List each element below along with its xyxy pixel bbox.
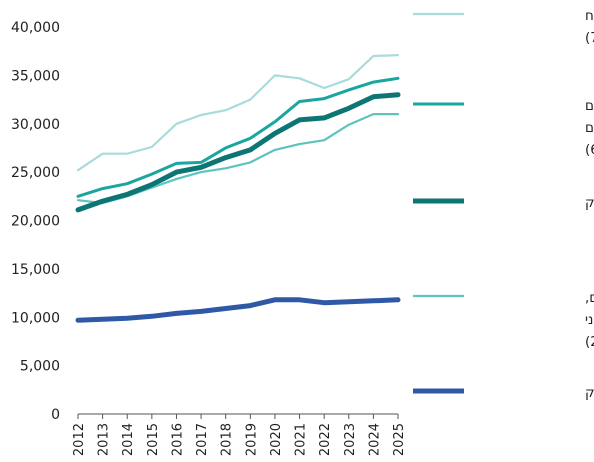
x-tick-label: 2020 — [269, 423, 284, 456]
x-tick-label: 2018 — [220, 423, 235, 456]
y-tick-label: 25,000 — [11, 165, 60, 181]
x-tick-label: 2013 — [97, 423, 112, 456]
y-tick-label: 5,000 — [20, 359, 60, 375]
series-line-3 — [76, 112, 400, 205]
y-axis: 0 5,000 10,000 15,000 20,000 25,000 30,000 35,0… — [11, 20, 60, 423]
series-line-1 — [76, 76, 400, 198]
x-tick-label: 2024 — [367, 423, 382, 456]
x-tick-label: 2012 — [72, 423, 87, 456]
legend-label-2: סך הכול בהיי-טק — [585, 195, 594, 211]
legend-label-0: (72) — [585, 30, 594, 46]
y-tick-label: 20,000 — [11, 214, 60, 230]
legend-label-3: מכשור אלקטרוני — [585, 312, 594, 328]
x-tick-label: 2023 — [343, 423, 358, 456]
legend-label-1: תכנות וייעוץ בתחום — [585, 98, 594, 114]
series-line-2 — [75, 92, 401, 213]
x-tick-label: 2016 — [170, 423, 185, 456]
series-line-0 — [76, 53, 400, 172]
x-tick-label: 2022 — [318, 423, 333, 456]
legend-label-3: ואופטי (26) — [585, 334, 594, 350]
y-tick-label: 30,000 — [11, 117, 60, 133]
y-tick-label: 40,000 — [11, 20, 60, 36]
x-axis: 2012 2013 2014 2015 2016 2017 2018 2019 2020 2021… — [72, 413, 407, 456]
y-tick-label: 35,000 — [11, 68, 60, 84]
series-line-4 — [75, 297, 401, 323]
legend-label-1: המחשבים ושירותים — [585, 120, 594, 136]
x-tick-label: 2014 — [121, 423, 136, 456]
x-tick-label: 2017 — [195, 423, 210, 456]
legend-label-0: מחקר מדעי ופיתוח — [585, 8, 594, 24]
legend: מחקר מדעי ופיתוח (72) תכנות וייעוץ בתחום המ… — [413, 8, 594, 401]
legend-label-4: שאר ענפי המשק — [585, 385, 594, 401]
y-tick-label: 0 — [51, 407, 60, 423]
y-tick-label: 15,000 — [11, 262, 60, 278]
y-tick-label: 10,000 — [11, 310, 60, 326]
x-tick-label: 2025 — [392, 423, 407, 456]
legend-label-3: ייצור מחשבים, — [585, 290, 594, 306]
x-tick-label: 2021 — [294, 423, 309, 456]
series-lines — [75, 53, 401, 323]
legend-label-1: אחרים (62) — [585, 142, 594, 158]
x-tick-label: 2015 — [146, 423, 161, 456]
x-tick-label: 2019 — [244, 423, 259, 456]
